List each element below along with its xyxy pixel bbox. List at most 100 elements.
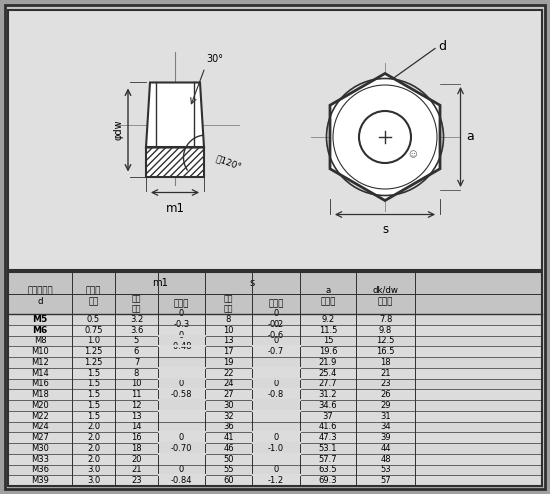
Text: 0.5: 0.5 [87,315,100,324]
Bar [8,432,542,443]
Text: 6: 6 [134,347,139,356]
Text: 20: 20 [131,454,142,464]
Text: s: s [382,222,388,236]
Text: 41.6: 41.6 [319,422,337,431]
Text: 1.5: 1.5 [87,379,100,388]
Text: dk/dw
（約）: dk/dw （約） [372,286,398,306]
Bar [8,443,542,454]
Text: 0
-0.7: 0 -0.7 [268,336,284,356]
Text: 30: 30 [223,401,234,410]
Bar [8,294,542,314]
Text: 32: 32 [223,412,234,420]
Text: 53.1: 53.1 [319,444,337,453]
Text: M22: M22 [31,412,49,420]
Text: 1.0: 1.0 [87,336,100,345]
Text: 39: 39 [380,433,391,442]
Text: ☺: ☺ [409,151,417,160]
Text: M10: M10 [31,347,49,356]
Text: 13: 13 [131,412,142,420]
Bar [8,421,542,432]
Text: 12: 12 [131,401,142,410]
Text: M39: M39 [31,476,49,485]
Circle shape [359,111,411,163]
Text: 0
-0.8: 0 -0.8 [268,379,284,399]
Text: 0
-0.84: 0 -0.84 [170,465,192,485]
Text: 27.7: 27.7 [318,379,337,388]
Text: M14: M14 [31,369,49,377]
Text: M5: M5 [32,315,48,324]
Polygon shape [146,82,204,148]
Text: M33: M33 [31,454,49,464]
Text: 2.0: 2.0 [87,454,100,464]
Text: 26: 26 [380,390,391,399]
Bar [8,272,542,294]
Text: 16.5: 16.5 [376,347,395,356]
Bar [8,454,542,464]
Text: 24: 24 [223,379,234,388]
Text: 60: 60 [223,476,234,485]
Text: 18: 18 [131,444,142,453]
Bar [8,378,542,389]
Text: 2.0: 2.0 [87,444,100,453]
Text: 1.5: 1.5 [87,390,100,399]
Polygon shape [146,148,204,177]
Text: 2.0: 2.0 [87,422,100,431]
Text: 9.2: 9.2 [321,315,334,324]
Text: 27: 27 [223,390,234,399]
Text: 31: 31 [380,412,391,420]
Text: s: s [250,278,255,288]
Bar [8,475,542,486]
Text: 8: 8 [226,315,231,324]
Text: 1.25: 1.25 [84,358,103,367]
Text: 41: 41 [223,433,234,442]
Text: 0
-1.2: 0 -1.2 [268,465,284,485]
Text: 基準
寸法: 基準 寸法 [224,294,233,314]
Text: m1: m1 [166,203,184,215]
Text: 13: 13 [223,336,234,345]
Text: 11.5: 11.5 [319,326,337,334]
Bar [8,357,542,368]
Text: 8: 8 [134,369,139,377]
Text: 10: 10 [131,379,142,388]
Text: 16: 16 [131,433,142,442]
Text: M20: M20 [31,401,49,410]
Text: 3.0: 3.0 [87,476,100,485]
Text: 0
-0.6: 0 -0.6 [268,320,284,340]
Text: 3.2: 3.2 [130,315,143,324]
Text: 55: 55 [223,465,234,474]
Text: 21: 21 [131,465,142,474]
Text: 5: 5 [134,336,139,345]
Bar [8,400,542,411]
Bar [8,335,542,346]
Text: M30: M30 [31,444,49,453]
Text: 21: 21 [380,369,390,377]
Bar [8,325,542,335]
Text: 63.5: 63.5 [318,465,337,474]
Text: M16: M16 [31,379,49,388]
Text: φdw: φdw [114,120,124,140]
Text: ねじの呼び
d: ねじの呼び d [27,286,53,306]
Text: 57.7: 57.7 [318,454,337,464]
Text: 7: 7 [134,358,139,367]
Text: 0
-0.70: 0 -0.70 [170,433,192,453]
Text: 12.5: 12.5 [376,336,395,345]
Text: 2.0: 2.0 [87,433,100,442]
Bar [8,389,542,400]
Text: 許容差: 許容差 [174,299,189,308]
Text: 19.6: 19.6 [319,347,337,356]
Bar [8,272,542,486]
Bar [8,368,542,378]
Text: 23: 23 [380,379,391,388]
Bar [8,346,542,357]
Text: 0
-1.0: 0 -1.0 [268,433,284,453]
Text: 31.2: 31.2 [319,390,337,399]
Text: 46: 46 [223,444,234,453]
Text: 0.75: 0.75 [84,326,103,334]
Bar [8,314,542,325]
Text: 69.3: 69.3 [318,476,337,485]
Text: 36: 36 [223,422,234,431]
Text: 29: 29 [380,401,390,410]
Bar [8,272,542,486]
Text: M36: M36 [31,465,49,474]
Text: 47.3: 47.3 [318,433,337,442]
